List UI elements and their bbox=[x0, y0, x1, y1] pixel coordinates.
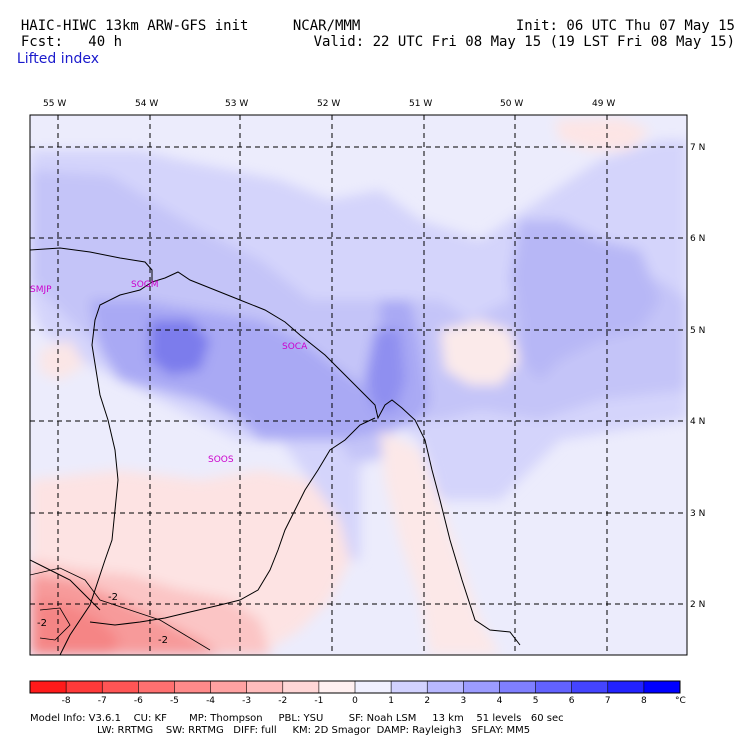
field-title: Lifted index bbox=[16, 51, 100, 67]
lat-lon-grid bbox=[30, 115, 687, 655]
colorbar-tick-label: 2 bbox=[424, 696, 430, 706]
colorbar-swatch bbox=[318, 681, 356, 693]
colorbar-swatch bbox=[535, 681, 572, 693]
station-soos: SOOS bbox=[208, 455, 234, 465]
colorbar-swatch bbox=[102, 681, 139, 693]
lon-label: 53 W bbox=[225, 99, 248, 109]
colorbar-swatch bbox=[571, 681, 609, 693]
colorbar-tick-label: -7 bbox=[98, 696, 107, 706]
colorbar-swatch bbox=[66, 681, 103, 693]
lat-label: 6 N bbox=[690, 234, 705, 244]
lat-label: 5 N bbox=[690, 326, 705, 336]
colorbar-tick-label: -6 bbox=[134, 696, 143, 706]
lon-label: 49 W bbox=[592, 99, 615, 109]
colorbar-tick-label: 1 bbox=[388, 696, 394, 706]
forecast-hour: Fcst: 40 h bbox=[20, 34, 123, 50]
contour-lines bbox=[30, 567, 211, 651]
colorbar: -8 -7 -6 -5 -4 -3 -2 -1 0 1 2 3 4 5 6 7 8 bbox=[29, 680, 681, 706]
coastline-borders bbox=[30, 247, 521, 655]
lon-label: 51 W bbox=[409, 99, 432, 109]
lat-label: 3 N bbox=[690, 509, 705, 519]
colorbar-tick-label: 6 bbox=[569, 696, 575, 706]
colorbar-swatch bbox=[391, 681, 428, 693]
model-info-line1: Model Info: V3.6.1 CU: KF MP: Thompson P… bbox=[30, 713, 564, 724]
colorbar-tick-label: 0 bbox=[352, 696, 358, 706]
colorbar-tick-label: 5 bbox=[533, 696, 539, 706]
colorbar-swatch bbox=[174, 681, 211, 693]
station-smjp: SMJP bbox=[30, 285, 52, 295]
colorbar-swatch bbox=[499, 681, 536, 693]
lat-label: 4 N bbox=[690, 417, 705, 427]
init-time: Init: 06 UTC Thu 07 May 15 bbox=[515, 18, 735, 34]
lon-label: 54 W bbox=[135, 99, 158, 109]
colorbar-tick-label: -1 bbox=[314, 696, 323, 706]
colorbar-swatch bbox=[607, 681, 645, 693]
station-sogm: SOGM bbox=[131, 280, 159, 290]
model-title: HAIC-HIWC 13km ARW-GFS init bbox=[20, 18, 249, 34]
colorbar-tick-label: -5 bbox=[170, 696, 179, 706]
shaded-field bbox=[30, 115, 687, 655]
lat-label: 7 N bbox=[690, 143, 705, 153]
colorbar-tick-label: -8 bbox=[62, 696, 71, 706]
valid-time: Valid: 22 UTC Fri 08 May 15 (19 LST Fri … bbox=[313, 34, 735, 50]
model-info-line2: LW: RRTMG SW: RRTMG DIFF: full KM: 2D Sm… bbox=[97, 725, 531, 736]
contour-label: -2 bbox=[158, 635, 168, 646]
colorbar-tick-label: 4 bbox=[497, 696, 503, 706]
station-soca: SOCA bbox=[282, 342, 308, 352]
lon-label: 55 W bbox=[43, 99, 66, 109]
lon-label: 52 W bbox=[317, 99, 340, 109]
colorbar-tick-label: 8 bbox=[641, 696, 647, 706]
colorbar-tick-label: -4 bbox=[206, 696, 215, 706]
colorbar-tick-label: -2 bbox=[278, 696, 287, 706]
lon-label: 50 W bbox=[500, 99, 523, 109]
colorbar-swatch bbox=[355, 681, 392, 693]
contour-label: -2 bbox=[37, 618, 47, 629]
map-frame bbox=[29, 114, 688, 656]
colorbar-swatch bbox=[138, 681, 175, 693]
colorbar-swatch bbox=[643, 681, 681, 693]
lat-label: 2 N bbox=[690, 600, 705, 610]
colorbar-swatch bbox=[427, 681, 464, 693]
colorbar-swatch bbox=[246, 681, 284, 693]
colorbar-swatch bbox=[210, 681, 247, 693]
colorbar-tick-label: 7 bbox=[605, 696, 611, 706]
colorbar-swatch bbox=[30, 681, 67, 693]
contour-label: -2 bbox=[108, 592, 118, 603]
colorbar-swatch bbox=[282, 681, 320, 693]
colorbar-unit: °C bbox=[675, 696, 686, 706]
colorbar-tick-label: 3 bbox=[460, 696, 466, 706]
org-label: NCAR/MMM bbox=[292, 18, 361, 34]
colorbar-tick-label: -3 bbox=[242, 696, 251, 706]
colorbar-swatch bbox=[463, 681, 500, 693]
